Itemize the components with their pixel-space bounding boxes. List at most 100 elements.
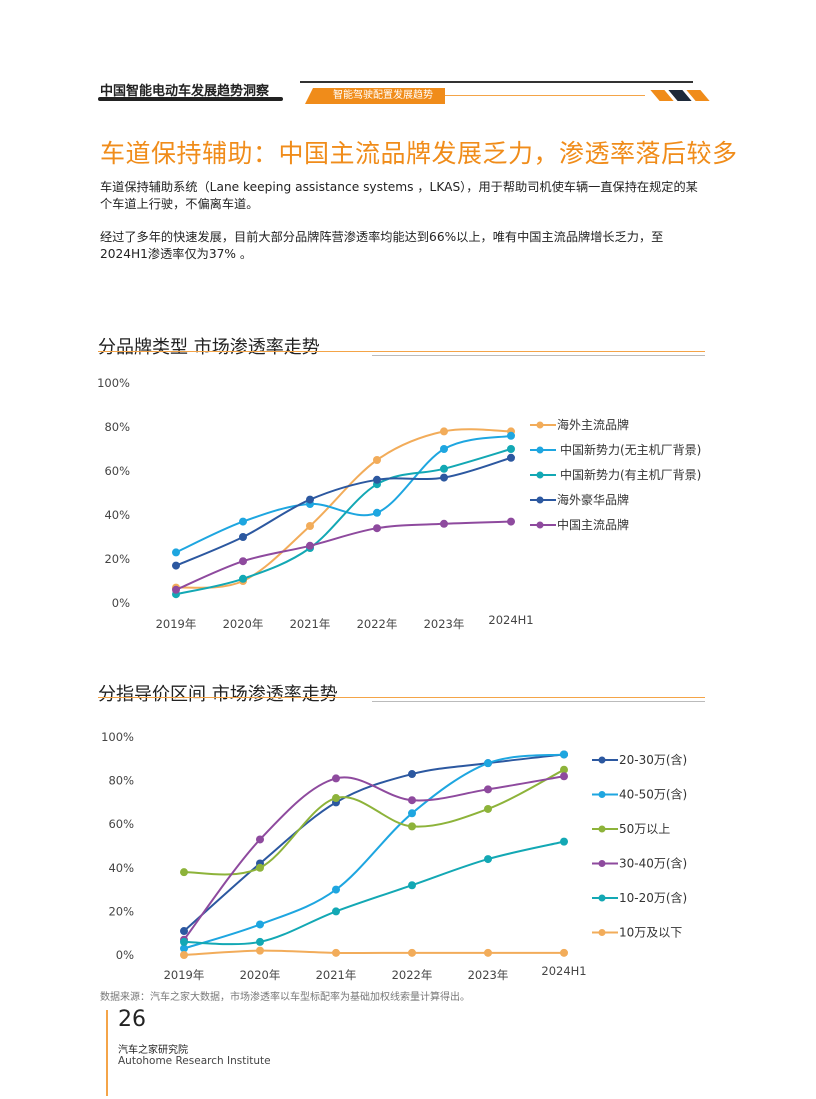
divider xyxy=(98,697,705,698)
legend-label: 40-50万(含) xyxy=(619,787,687,802)
legend-marker xyxy=(598,756,606,764)
data-point xyxy=(560,772,568,781)
legend-marker xyxy=(598,825,606,833)
y-tick-label: 40% xyxy=(104,508,130,522)
divider xyxy=(372,355,705,356)
data-point xyxy=(373,475,381,484)
series-line xyxy=(183,753,565,932)
data-point xyxy=(306,541,314,550)
data-point xyxy=(408,948,416,957)
data-point xyxy=(172,561,180,570)
x-tick-label: 2022年 xyxy=(392,968,433,982)
data-point xyxy=(180,944,188,953)
legend-marker xyxy=(598,929,606,936)
y-tick-label: 40% xyxy=(108,861,134,875)
legend-label: 中国新势力(无主机厂背景) xyxy=(560,442,701,457)
data-point xyxy=(239,533,247,541)
data-point xyxy=(484,785,492,794)
chart-title: 分指导价区间 市场渗透率走势 xyxy=(98,684,338,705)
x-tick-label: 2020年 xyxy=(223,617,264,631)
series-line xyxy=(183,949,564,956)
y-tick-label: 80% xyxy=(104,420,130,434)
data-point xyxy=(484,804,492,813)
data-point xyxy=(560,837,568,846)
x-tick-label: 2022年 xyxy=(357,617,398,631)
data-point xyxy=(180,937,188,946)
legend-marker xyxy=(536,421,544,429)
data-point xyxy=(408,881,416,890)
data-point xyxy=(408,809,416,818)
legend-label: 海外主流品牌 xyxy=(557,417,629,432)
data-point xyxy=(373,508,381,517)
legend-label: 海外豪华品牌 xyxy=(557,492,629,507)
data-point xyxy=(507,517,515,526)
data-point xyxy=(560,765,568,774)
data-point xyxy=(332,948,340,957)
chart-title: 分品牌类型 市场渗透率走势 xyxy=(98,337,320,358)
data-point xyxy=(373,456,381,464)
page-number: 26 xyxy=(118,1007,146,1032)
legend-marker xyxy=(536,471,544,479)
legend-marker xyxy=(536,521,544,529)
y-tick-label: 100% xyxy=(101,730,134,744)
x-tick-label: 2019年 xyxy=(164,968,205,982)
legend-label: 中国主流品牌 xyxy=(557,517,629,532)
data-point xyxy=(306,495,314,504)
legend-marker xyxy=(598,791,606,798)
x-tick-label: 2023年 xyxy=(424,617,465,631)
legend-label: 10万及以下 xyxy=(619,926,682,940)
data-point xyxy=(507,431,515,440)
data-point xyxy=(440,427,448,436)
series-line xyxy=(183,840,565,946)
data-point xyxy=(373,524,381,533)
series-line xyxy=(175,520,512,591)
data-point xyxy=(560,948,568,957)
data-point xyxy=(239,574,247,583)
series-line xyxy=(175,448,512,596)
header-bar xyxy=(98,97,283,101)
series-line xyxy=(175,456,512,567)
data-point xyxy=(332,794,340,803)
org-name-cn: 汽车之家研究院 xyxy=(118,1045,188,1056)
data-point xyxy=(560,750,568,759)
x-tick-label: 2021年 xyxy=(316,968,357,982)
divider xyxy=(98,351,705,352)
data-point xyxy=(507,453,515,462)
legend-label: 50万以上 xyxy=(619,822,670,836)
data-point xyxy=(256,946,264,955)
org-name-en: Autohome Research Institute xyxy=(118,1055,271,1067)
divider xyxy=(372,701,705,702)
legend-marker xyxy=(536,446,544,454)
data-point xyxy=(484,948,492,957)
data-point xyxy=(180,927,188,936)
data-point xyxy=(408,822,416,831)
series-line xyxy=(183,753,565,950)
y-tick-label: 60% xyxy=(104,464,130,478)
data-point xyxy=(507,445,515,453)
data-point xyxy=(180,868,188,877)
data-point xyxy=(256,937,264,946)
x-tick-label: 2021年 xyxy=(290,617,331,631)
data-point xyxy=(440,473,448,482)
data-source: 数据来源：汽车之家大数据，市场渗透率以车型标配率为基础加权线索量计算得出。 xyxy=(100,992,470,1003)
data-point xyxy=(172,548,180,557)
legend-label: 20-30万(含) xyxy=(619,752,687,767)
x-tick-label: 2020年 xyxy=(240,968,281,982)
header-thin-line xyxy=(445,95,645,96)
data-point xyxy=(256,863,264,872)
header-line xyxy=(300,81,693,83)
data-point xyxy=(440,464,448,473)
data-point xyxy=(408,796,416,805)
legend-label: 30-40万(含) xyxy=(619,856,687,871)
footer-accent-line xyxy=(106,1010,108,1096)
data-point xyxy=(484,855,492,864)
legend-marker xyxy=(536,496,544,504)
page-title: 车道保持辅助：中国主流品牌发展乏力，渗透率落后较多 xyxy=(100,139,738,168)
data-point xyxy=(408,770,416,779)
data-point xyxy=(256,835,264,844)
data-point xyxy=(440,445,448,453)
data-point xyxy=(332,885,340,894)
legend-label: 中国新势力(有主机厂背景) xyxy=(560,467,701,482)
x-tick-label: 2024H1 xyxy=(488,613,533,627)
